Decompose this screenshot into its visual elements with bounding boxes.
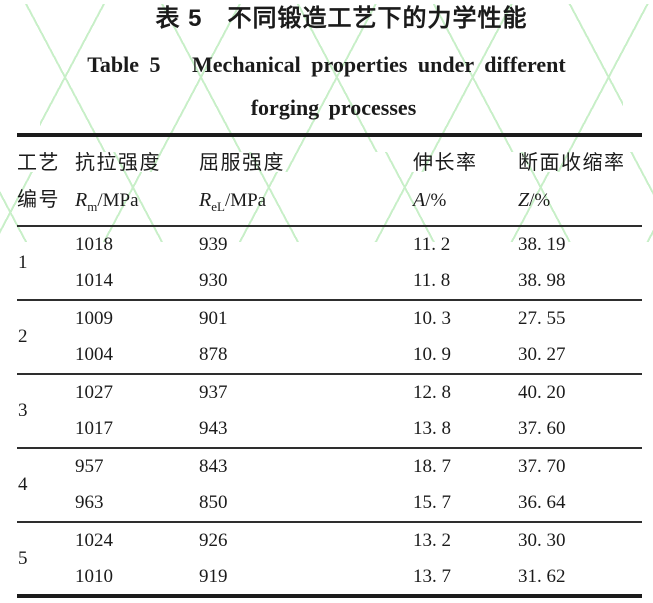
cell-rel: 939 — [199, 234, 228, 255]
cell-reduction: 40. 20 — [518, 382, 566, 403]
process-number: 4 — [18, 474, 28, 495]
cell-rm: 1024 — [75, 530, 113, 551]
cell-rm: 1017 — [75, 418, 113, 439]
cell-rel: 843 — [199, 456, 228, 477]
cell-rel: 901 — [199, 308, 228, 329]
cell-rm: 1010 — [75, 565, 113, 587]
process-group-1: 1 1018 939 11. 2 38. 19 1014 930 11. 8 38. 98 — [17, 226, 642, 300]
cell-reduction: 30. 30 — [518, 530, 566, 551]
process-group-5: 5 1024 926 13. 2 30. 30 1010 919 13. 7 31. 62 — [17, 522, 642, 596]
cell-elongation: 13. 2 — [413, 530, 451, 551]
column-header-process: 工艺 编号 — [17, 152, 60, 211]
cell-reduction: 30. 27 — [518, 344, 566, 365]
table-caption-zh: 表 5 不同锻造工艺下的力学性能 — [155, 5, 528, 32]
table-caption-en-line2: forging processes — [250, 95, 417, 120]
table-row: 1004 878 10. 9 30. 27 — [17, 337, 642, 374]
process-number: 5 — [18, 547, 28, 569]
table-figure: 表 5 不同锻造工艺下的力学性能 Table 5 Mechanical prop… — [0, 4, 653, 598]
cell-rel: 937 — [199, 382, 228, 403]
process-group-2: 2 1009 901 10. 3 27. 55 1004 878 10. 9 30. 27 — [17, 300, 642, 374]
table-caption-en-line1: Table 5 Mechanical properties under diff… — [87, 52, 566, 77]
cell-rm: 1014 — [75, 270, 113, 291]
cell-elongation: 11. 2 — [413, 234, 451, 255]
column-header-reduction: 断面收缩率 Z/% — [518, 152, 626, 211]
cell-elongation: 15. 7 — [413, 492, 451, 513]
table-row: 5 1024 926 13. 2 30. 30 — [17, 522, 642, 569]
cell-rm: 1004 — [75, 344, 113, 365]
cell-elongation: 10. 9 — [413, 344, 451, 365]
cell-elongation: 10. 3 — [413, 308, 451, 329]
process-number: 1 — [18, 252, 28, 273]
cell-elongation: 18. 7 — [413, 456, 451, 477]
process-group-4: 4 957 843 18. 7 37. 70 963 850 15. 7 36. 64 — [17, 448, 642, 522]
cell-reduction: 36. 64 — [518, 492, 566, 513]
cell-rel: 878 — [199, 344, 228, 365]
cell-rm: 1009 — [75, 308, 113, 329]
cell-rel: 850 — [199, 492, 228, 513]
table-row: 4 957 843 18. 7 37. 70 — [17, 448, 642, 495]
cell-rm: 1027 — [75, 382, 113, 403]
cell-reduction: 37. 70 — [518, 456, 566, 477]
cell-reduction: 37. 60 — [518, 418, 566, 439]
column-header-rel: 屈服强度 ReL/MPa — [199, 152, 285, 214]
cell-reduction: 27. 55 — [518, 308, 566, 329]
cell-reduction: 38. 98 — [518, 270, 566, 291]
cell-rel: 919 — [199, 565, 228, 587]
cell-elongation: 11. 8 — [413, 270, 451, 291]
table-row: 2 1009 901 10. 3 27. 55 — [17, 300, 642, 347]
process-number: 3 — [18, 400, 28, 421]
process-number: 2 — [18, 326, 28, 347]
table-row: 963 850 15. 7 36. 64 — [17, 485, 642, 522]
cell-rel: 930 — [199, 270, 228, 291]
cell-elongation: 13. 7 — [413, 565, 451, 587]
cell-rm: 963 — [75, 492, 104, 513]
table-row: 1010 919 13. 7 31. 62 — [17, 559, 642, 596]
cell-rm: 957 — [75, 456, 104, 477]
cell-rel: 926 — [199, 530, 228, 551]
cell-elongation: 12. 8 — [413, 382, 451, 403]
cell-rm: 1018 — [75, 234, 113, 255]
table-header-row: 工艺 编号 抗拉强度 Rm/MPa 屈服强度 ReL/MPa 伸长率 A/% 断面收缩率 Z/% — [17, 135, 642, 226]
table-row: 1 1018 939 11. 2 38. 19 — [17, 226, 642, 273]
cell-reduction: 38. 19 — [518, 234, 566, 255]
column-header-elongation: 伸长率 A/% — [413, 152, 478, 211]
table-row: 1014 930 11. 8 38. 98 — [17, 263, 642, 300]
cell-rel: 943 — [199, 418, 228, 439]
cell-elongation: 13. 8 — [413, 418, 451, 439]
mechanical-properties-table: 工艺 编号 抗拉强度 Rm/MPa 屈服强度 ReL/MPa 伸长率 A/% 断面收缩率 Z/% … — [17, 133, 642, 598]
column-header-rm: 抗拉强度 Rm/MPa — [75, 152, 161, 214]
table-row: 3 1027 937 12. 8 40. 20 — [17, 374, 642, 421]
cell-reduction: 31. 62 — [518, 565, 566, 587]
process-group-3: 3 1027 937 12. 8 40. 20 1017 943 13. 8 37. 60 — [17, 374, 642, 448]
table-row: 1017 943 13. 8 37. 60 — [17, 411, 642, 448]
